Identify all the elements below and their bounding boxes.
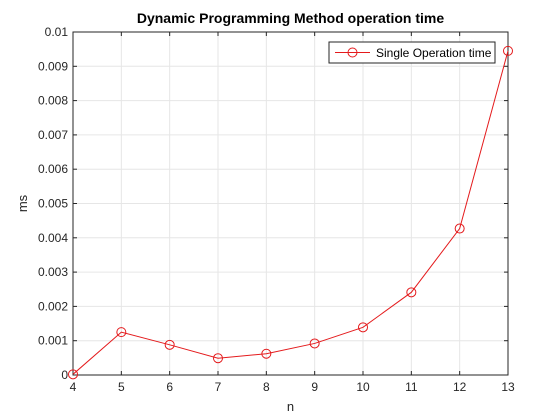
y-tick-label: 0.005 [38,197,68,211]
data-point-marker [116,327,127,338]
y-tick-label: 0.007 [38,128,68,142]
x-tick-label: 4 [70,380,77,394]
chart-title: Dynamic Programming Method operation tim… [137,10,444,26]
x-tick-label: 5 [118,380,125,394]
y-tick-label: 0.006 [38,162,68,176]
x-tick-label: 11 [405,380,418,394]
data-point-marker [358,322,368,333]
data-point-marker [164,339,175,350]
series-layer [68,45,513,380]
legend-box [328,41,496,64]
y-axis-label: ms [15,194,30,212]
data-point-marker [309,338,320,349]
x-tick-label: 10 [356,380,370,394]
data-point-marker [454,223,465,234]
y-tick-label: 0 [61,368,68,382]
legend-entry-label: Single Operation time [376,46,492,60]
y-tick-label: 0.008 [38,94,68,108]
x-tick-label: 9 [311,380,318,394]
y-tick-label: 0.001 [38,334,68,348]
data-point-marker [213,353,223,364]
data-point-marker [406,287,417,298]
x-tick-label: 12 [453,380,467,394]
x-axis-ticks: 4 5 6 7 8 9 10 11 12 13 [70,32,515,394]
x-tick-label: 7 [215,380,222,394]
data-point-marker [261,348,272,359]
y-tick-label: 0.009 [38,59,68,73]
y-tick-label: 0.002 [38,299,68,313]
y-tick-label: 0.003 [38,265,68,279]
data-point-marker [68,369,78,380]
x-axis-label: n [287,399,294,414]
x-tick-label: 8 [263,380,270,394]
legend: Single Operation time [328,41,496,64]
data-point-marker [503,45,513,56]
y-tick-label: 0.004 [38,231,68,245]
y-axis-ticks: 0 0.001 0.002 0.003 0.004 0.005 0.006 0.007 0.00… [38,25,508,382]
x-tick-label: 13 [501,380,515,394]
y-tick-label: 0.01 [45,25,69,39]
series-line [72,50,509,375]
x-tick-label: 6 [166,380,173,394]
grid [72,31,509,376]
legend-marker-circle-icon [347,47,358,58]
